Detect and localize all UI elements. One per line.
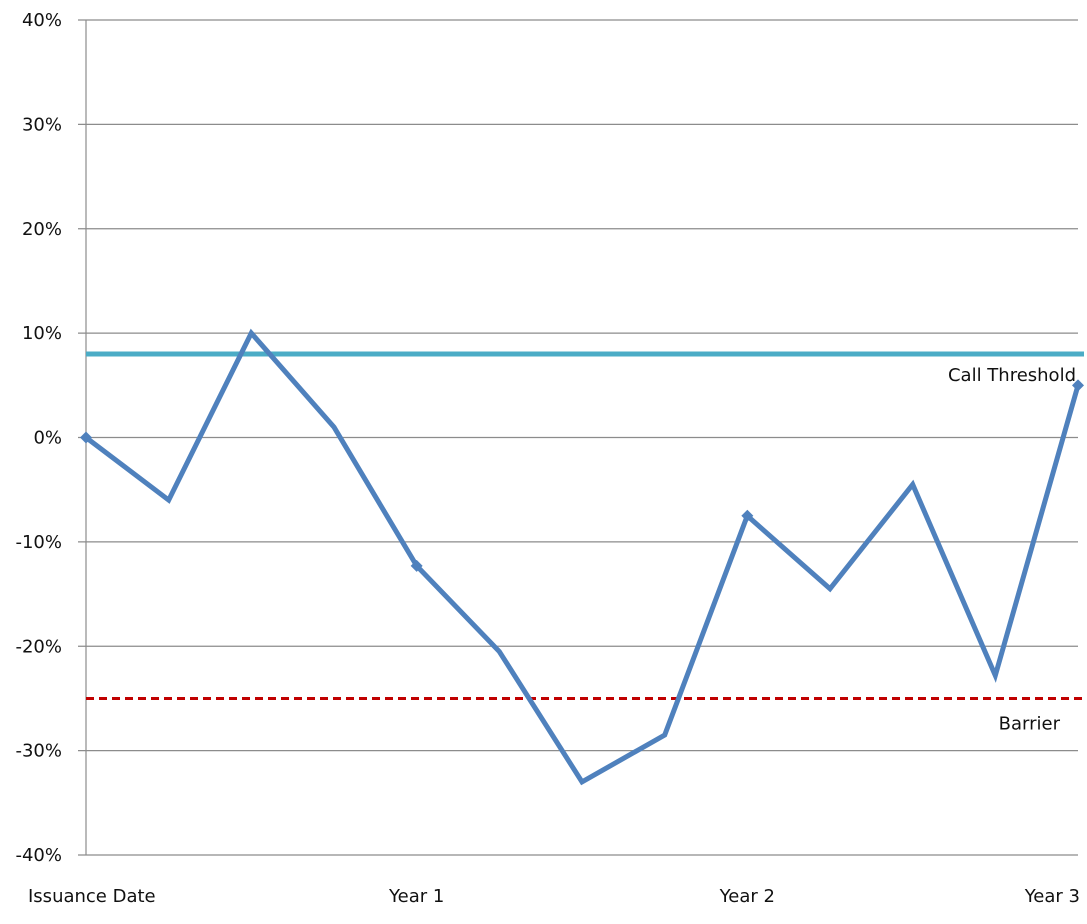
x-tick-label: Issuance Date <box>28 886 156 907</box>
y-tick-label: 30% <box>22 114 62 135</box>
y-tick-label: 20% <box>22 219 62 240</box>
y-tick-label: -40% <box>15 845 62 866</box>
reference-lines: Call Threshold Barrier <box>86 351 1084 734</box>
y-tick-label: -30% <box>15 741 62 762</box>
x-tick-label: Year 1 <box>388 886 444 907</box>
call-threshold-label: Call Threshold <box>948 365 1076 386</box>
barrier-label: Barrier <box>999 713 1061 734</box>
tick-labels: 40% 30% 20% 10% 0% -10% -20% -30% -40% Issuance D… <box>15 10 1080 907</box>
y-tick-label: -10% <box>15 532 62 553</box>
x-tick-label: Year 2 <box>719 886 775 907</box>
y-tick-label: 0% <box>33 428 62 449</box>
x-tick-label: Year 3 <box>1024 886 1080 907</box>
series-layer <box>80 328 1084 786</box>
data-point <box>1072 379 1084 392</box>
y-tick-label: 40% <box>22 10 62 31</box>
gridlines <box>78 19 1078 856</box>
series-line <box>84 328 1081 786</box>
y-tick-label: -20% <box>15 636 62 657</box>
data-point <box>80 431 92 444</box>
data-point <box>410 559 423 572</box>
data-point <box>741 509 754 522</box>
y-tick-label: 10% <box>22 323 62 344</box>
